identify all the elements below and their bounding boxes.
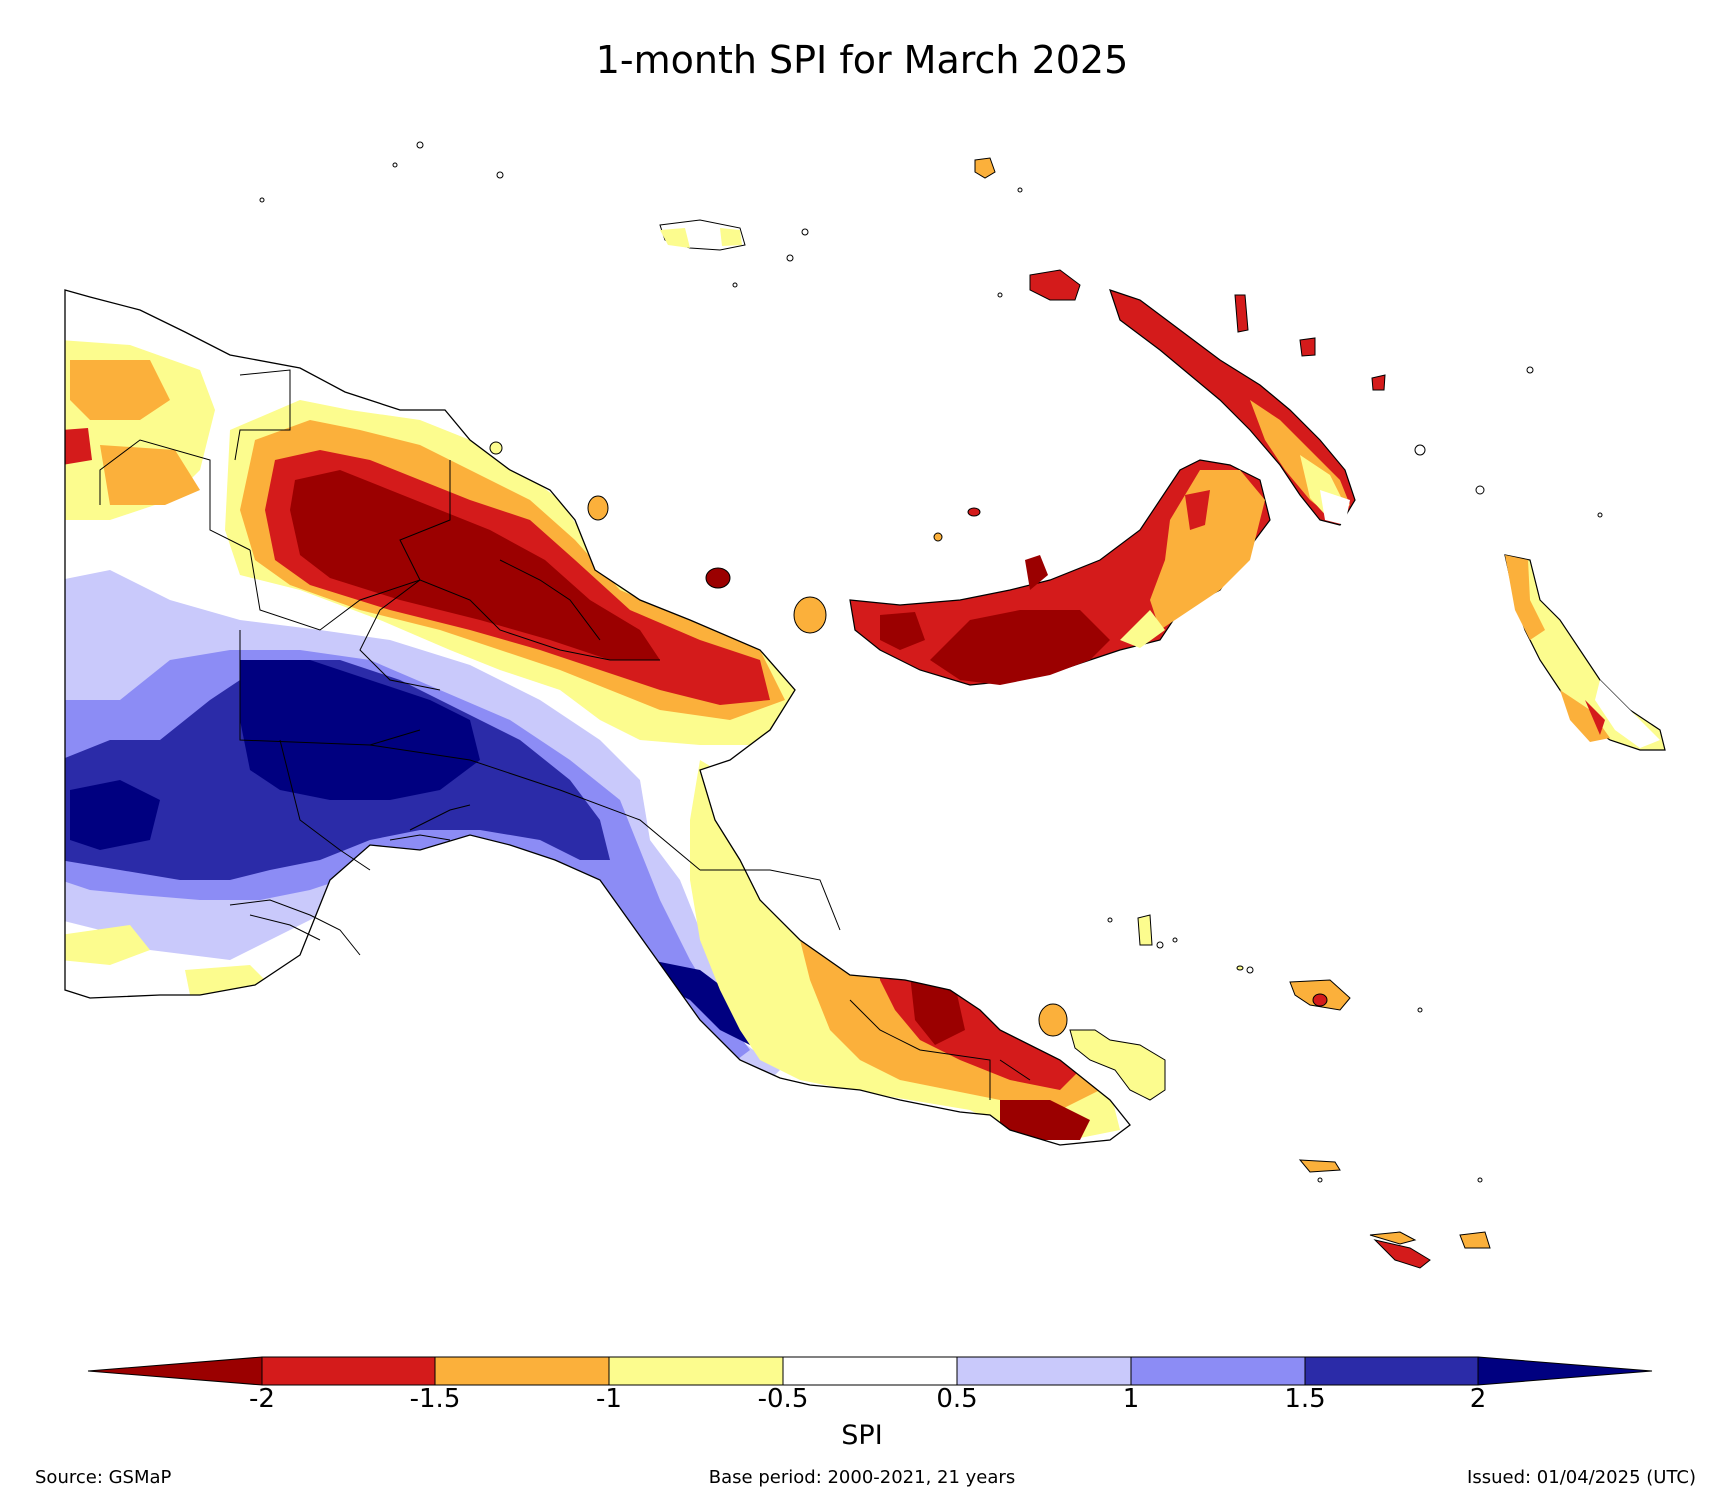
colorbar-tick: 2	[1469, 1384, 1487, 1414]
milne-bay-islands	[1038, 914, 1491, 1269]
footer-issued-date: Issued: 01/04/2025 (UTC)	[1467, 1467, 1696, 1488]
colorbar-bin	[434, 1356, 610, 1386]
province-boundaries	[99, 369, 1031, 1100]
footer-base-period: Base period: 2000-2021, 21 years	[708, 1467, 1016, 1488]
colorbar-tick: -1.5	[409, 1384, 461, 1414]
colorbar-lower-extension	[87, 1356, 263, 1386]
colorbar-bin	[1130, 1356, 1306, 1386]
colorbar-bin	[261, 1356, 436, 1386]
colorbar-label: SPI	[841, 1420, 883, 1451]
colorbar-tick: -0.5	[757, 1384, 809, 1414]
colorbar-tick: -2	[249, 1384, 275, 1414]
bougainville-island	[1504, 554, 1666, 751]
colorbar	[87, 1356, 1653, 1386]
colorbar-bin	[956, 1356, 1132, 1386]
colorbar-tick: 1	[1122, 1384, 1140, 1414]
north-coast-islands	[489, 441, 981, 634]
colorbar-bin	[782, 1356, 958, 1386]
manus-islands	[659, 157, 1386, 391]
mainland-coastline	[64, 289, 1131, 1146]
map-title: 1-month SPI for March 2025	[595, 38, 1129, 82]
delta-coast	[229, 804, 471, 956]
colorbar-bin	[608, 1356, 784, 1386]
footer-source: Source: GSMaP	[35, 1467, 172, 1488]
colorbar-tick: -1	[596, 1384, 622, 1414]
colorbar-tick: 1.5	[1284, 1384, 1326, 1414]
colorbar-bin	[1304, 1356, 1479, 1386]
colorbar-tick: 0.5	[936, 1384, 978, 1414]
mainland-spi	[65, 290, 1130, 1145]
colorbar-upper-extension	[1477, 1356, 1653, 1386]
new-ireland-island	[1029, 269, 1356, 526]
new-britain-island	[849, 459, 1271, 686]
scattered-islets	[259, 141, 1603, 1183]
